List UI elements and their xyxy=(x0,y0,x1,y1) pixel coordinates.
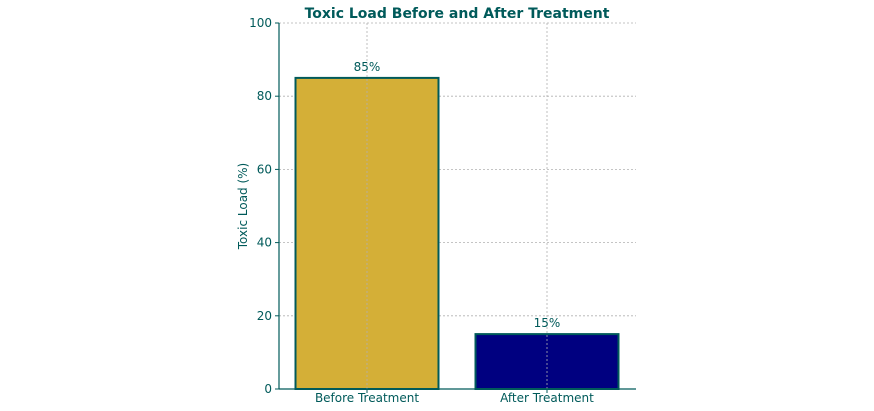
x-tick-label: After Treatment xyxy=(500,391,594,405)
y-tick-label: 80 xyxy=(257,89,272,103)
chart-title: Toxic Load Before and After Treatment xyxy=(305,6,610,22)
x-ticks: Before Treatment After Treatment xyxy=(315,389,594,405)
bar-data-label: 85% xyxy=(354,60,381,74)
y-ticks: 0 20 40 60 80 100 xyxy=(249,16,279,396)
grid xyxy=(279,22,636,317)
y-tick-label: 40 xyxy=(257,236,272,250)
y-tick-label: 60 xyxy=(257,162,272,176)
y-tick-label: 100 xyxy=(249,16,272,30)
data-labels: 85% 15% xyxy=(354,60,561,330)
axes xyxy=(278,23,636,390)
bar-data-label: 15% xyxy=(534,316,561,330)
bars xyxy=(294,23,620,391)
y-tick-label: 20 xyxy=(257,309,272,323)
x-tick-label: Before Treatment xyxy=(315,391,419,405)
bar-before-treatment xyxy=(294,76,440,391)
y-tick-label: 0 xyxy=(264,382,272,396)
y-axis-label: Toxic Load (%) xyxy=(236,163,250,250)
